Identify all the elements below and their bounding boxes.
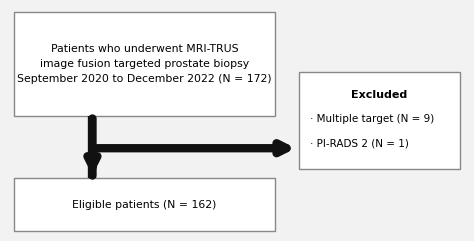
Text: Eligible patients (N = 162): Eligible patients (N = 162) [73,200,217,210]
Text: · PI-RADS 2 (N = 1): · PI-RADS 2 (N = 1) [310,138,410,148]
FancyBboxPatch shape [299,72,460,169]
FancyBboxPatch shape [14,178,275,231]
Text: Patients who underwent MRI-TRUS
image fusion targeted prostate biopsy
September : Patients who underwent MRI-TRUS image fu… [17,44,272,84]
Text: Excluded: Excluded [351,90,407,100]
FancyBboxPatch shape [14,12,275,116]
Text: · Multiple target (N = 9): · Multiple target (N = 9) [310,114,435,124]
